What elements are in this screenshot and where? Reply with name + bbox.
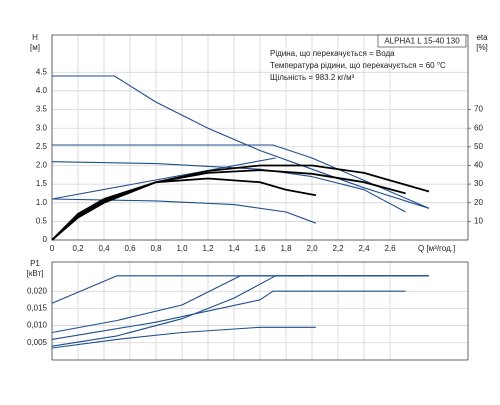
y-tick-label: 3.5 xyxy=(36,105,48,114)
y-tick-label: 3.0 xyxy=(36,123,48,132)
y2-tick-label: 60 xyxy=(474,123,483,132)
y-tick-label: 1.0 xyxy=(36,198,48,207)
x-tick-label: 1,4 xyxy=(228,244,240,253)
curve xyxy=(52,144,430,209)
y2-tick-label: 30 xyxy=(474,179,483,188)
x-tick-label: 0 xyxy=(50,244,55,253)
plot-frame xyxy=(51,34,469,241)
y2-tick-label: 40 xyxy=(474,161,483,170)
y-tick-label: 0 xyxy=(43,235,48,244)
x-tick-label: 2,0 xyxy=(306,244,318,253)
efficiency-curve xyxy=(51,169,406,241)
annotation: Температура рідини, що перекачується = 6… xyxy=(270,61,446,70)
x-tick-label: 1,2 xyxy=(202,244,214,253)
y2-tick-label: 70 xyxy=(474,105,483,114)
y-tick-label: 0.5 xyxy=(36,216,48,225)
title-box xyxy=(377,34,467,48)
y-tick-label: 2.5 xyxy=(36,142,48,151)
x-tick-label: 2,6 xyxy=(384,244,396,253)
x-tick-label: 1,0 xyxy=(176,244,188,253)
x-tick-label: 1,6 xyxy=(254,244,266,253)
x-tick-label: 0,4 xyxy=(98,244,110,253)
x-tick-label: 1,8 xyxy=(280,244,292,253)
y2-tick-label: 50 xyxy=(474,142,483,151)
y-axis-label: H xyxy=(32,33,38,42)
x-tick-label: 0,8 xyxy=(150,244,162,253)
y2-axis-label: eta xyxy=(476,33,488,42)
y-tick-label: 2.0 xyxy=(36,161,48,170)
curve xyxy=(51,275,429,304)
y-tick-label: 0,020 xyxy=(27,286,48,295)
efficiency-curve xyxy=(51,177,317,241)
x-tick-label: 0,6 xyxy=(124,244,136,253)
y2-tick-label: 10 xyxy=(474,216,483,225)
curve xyxy=(51,198,317,224)
y-tick-label: 0,015 xyxy=(27,304,48,313)
y-tick-label: 0,010 xyxy=(27,321,48,330)
y-tick-label: 1.5 xyxy=(36,179,48,188)
x-tick-label: 2,2 xyxy=(332,244,344,253)
efficiency-curve xyxy=(51,164,430,241)
y-tick-label: 4.0 xyxy=(36,86,48,95)
x-tick-label: 2,4 xyxy=(358,244,370,253)
y-tick-label: 4.5 xyxy=(36,67,48,76)
chart-title: ALPHA1 L 15-40 130 xyxy=(384,37,460,46)
y-axis-unit: [кВт] xyxy=(27,269,44,278)
x-axis-label: Q [м³/год.] xyxy=(418,244,455,253)
y-tick-label: 0,005 xyxy=(27,338,48,347)
curve xyxy=(51,326,316,349)
curve xyxy=(51,161,406,213)
curve xyxy=(51,290,406,340)
annotation: Щільність = 983.2 кг/м³ xyxy=(270,73,355,82)
plot-frame xyxy=(51,261,469,361)
curve xyxy=(51,275,429,347)
y-axis-label: P1 xyxy=(30,259,40,268)
curve xyxy=(51,157,276,200)
y2-axis-unit: [%] xyxy=(476,43,488,52)
y2-tick-label: 20 xyxy=(474,198,483,207)
annotation: Рідина, що перекачується = Вода xyxy=(270,49,395,58)
y-axis-unit: [м] xyxy=(30,43,40,52)
curve xyxy=(52,75,430,209)
x-tick-label: 0,2 xyxy=(72,244,84,253)
